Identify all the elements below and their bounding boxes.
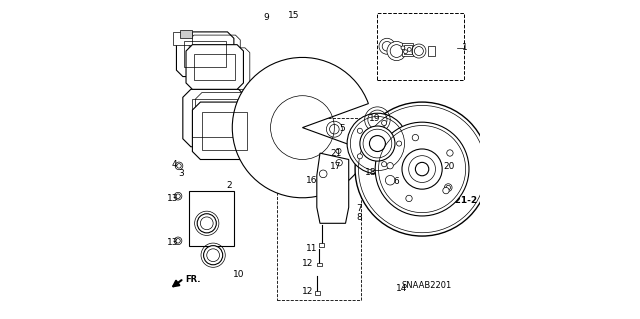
Bar xyxy=(193,99,237,137)
Circle shape xyxy=(447,150,453,156)
Circle shape xyxy=(347,113,408,174)
Bar xyxy=(184,41,226,67)
Circle shape xyxy=(387,41,406,61)
Circle shape xyxy=(357,154,362,159)
Text: 19: 19 xyxy=(369,114,380,122)
Circle shape xyxy=(401,46,405,50)
Circle shape xyxy=(443,187,449,194)
Text: 1: 1 xyxy=(462,43,468,52)
Text: 8: 8 xyxy=(356,213,362,222)
Text: 13: 13 xyxy=(167,194,179,203)
Text: 21: 21 xyxy=(330,149,342,158)
Circle shape xyxy=(404,50,408,54)
Circle shape xyxy=(412,44,426,58)
Polygon shape xyxy=(317,153,349,223)
Bar xyxy=(194,54,236,80)
Polygon shape xyxy=(193,102,256,160)
Text: 5: 5 xyxy=(339,124,344,133)
Bar xyxy=(180,30,193,38)
Polygon shape xyxy=(177,32,234,77)
Circle shape xyxy=(319,170,327,178)
Circle shape xyxy=(402,149,442,189)
Bar xyxy=(173,32,193,45)
Circle shape xyxy=(174,237,182,245)
Circle shape xyxy=(175,162,183,170)
Circle shape xyxy=(381,120,387,125)
Text: 20: 20 xyxy=(444,162,455,171)
Bar xyxy=(440,179,457,196)
Text: 6: 6 xyxy=(394,177,399,186)
Circle shape xyxy=(174,192,182,200)
Text: 3: 3 xyxy=(179,169,184,178)
Bar xyxy=(428,46,435,56)
Circle shape xyxy=(406,195,412,202)
Circle shape xyxy=(197,214,216,233)
Polygon shape xyxy=(183,89,246,147)
Circle shape xyxy=(336,160,342,166)
Circle shape xyxy=(379,38,395,54)
Text: 10: 10 xyxy=(233,270,244,279)
Bar xyxy=(277,118,362,300)
Text: 12: 12 xyxy=(301,259,313,268)
Wedge shape xyxy=(232,57,369,198)
Circle shape xyxy=(444,184,452,191)
Text: 18: 18 xyxy=(365,168,376,177)
Polygon shape xyxy=(189,191,234,246)
Text: 7: 7 xyxy=(356,204,362,213)
Text: 16: 16 xyxy=(307,176,318,185)
Bar xyxy=(202,112,246,150)
Text: 2: 2 xyxy=(227,181,232,189)
Bar xyxy=(317,263,322,266)
Text: B-21-2: B-21-2 xyxy=(444,197,477,205)
Bar xyxy=(315,291,320,295)
Circle shape xyxy=(408,48,412,51)
Circle shape xyxy=(355,102,489,236)
Circle shape xyxy=(415,162,429,176)
Circle shape xyxy=(387,162,394,169)
Bar xyxy=(404,45,412,54)
Bar xyxy=(319,243,324,247)
Text: 11: 11 xyxy=(307,244,318,253)
Text: FR.: FR. xyxy=(185,275,200,284)
Text: 9: 9 xyxy=(263,13,269,22)
Circle shape xyxy=(375,122,469,216)
Circle shape xyxy=(336,148,341,153)
Circle shape xyxy=(412,134,419,141)
Text: 12: 12 xyxy=(301,287,313,296)
Text: SNAAB2201: SNAAB2201 xyxy=(402,281,452,290)
Circle shape xyxy=(357,128,362,133)
Text: 17: 17 xyxy=(330,162,341,171)
Text: 15: 15 xyxy=(288,11,300,20)
Circle shape xyxy=(381,162,387,167)
Bar xyxy=(403,43,413,56)
Text: 14: 14 xyxy=(396,284,407,293)
Circle shape xyxy=(369,136,385,152)
Circle shape xyxy=(360,126,395,161)
Text: 13: 13 xyxy=(167,238,179,247)
Circle shape xyxy=(204,246,223,265)
Circle shape xyxy=(397,141,402,146)
Text: 4: 4 xyxy=(172,160,177,169)
Polygon shape xyxy=(186,45,243,89)
